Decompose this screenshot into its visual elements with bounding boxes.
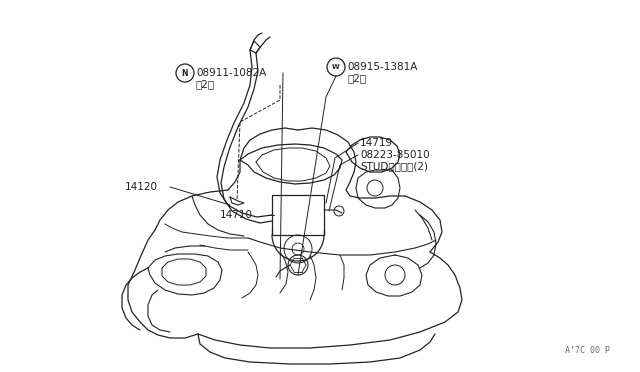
Text: 14710: 14710 <box>220 210 253 220</box>
Text: A’7C 00 P: A’7C 00 P <box>565 346 610 355</box>
Text: （2）: （2） <box>196 79 215 89</box>
Text: 08911-1082A: 08911-1082A <box>196 68 266 78</box>
Text: W: W <box>332 64 340 70</box>
Text: STUDスタッド(2): STUDスタッド(2) <box>360 161 428 171</box>
Text: 14719: 14719 <box>360 138 393 148</box>
Text: 14120: 14120 <box>125 182 158 192</box>
Text: 08915-1381A: 08915-1381A <box>347 62 417 72</box>
Text: 08223-85010: 08223-85010 <box>360 150 429 160</box>
Text: （2）: （2） <box>347 73 366 83</box>
Text: N: N <box>182 68 188 77</box>
